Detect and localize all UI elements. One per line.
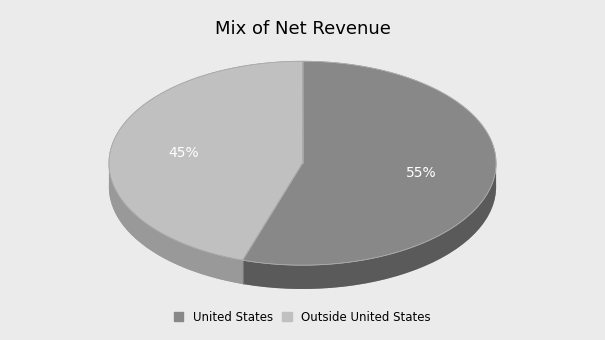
Polygon shape [243,61,496,265]
Polygon shape [109,164,243,284]
Text: 55%: 55% [406,166,436,180]
Text: Mix of Net Revenue: Mix of Net Revenue [215,20,390,38]
Polygon shape [109,61,302,260]
Legend: United States, Outside United States: United States, Outside United States [171,307,434,327]
Ellipse shape [109,85,496,289]
Text: 45%: 45% [169,146,199,160]
Polygon shape [243,164,496,289]
